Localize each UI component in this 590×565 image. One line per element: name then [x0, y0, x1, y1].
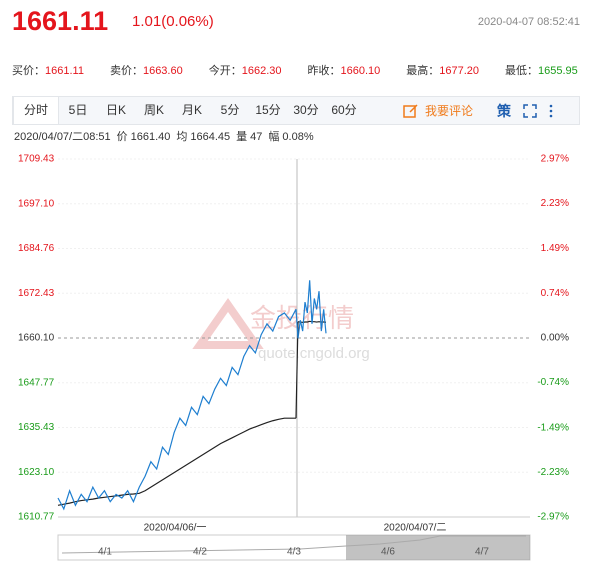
quote-value: 1677.20	[439, 65, 480, 77]
info-item: 0.08%	[282, 131, 314, 143]
y-tick-label: 1709.43	[18, 154, 55, 165]
average-line	[57, 417, 296, 506]
change: 1.01(0.06%)	[132, 13, 214, 30]
y2-tick-label: -1.49%	[537, 422, 569, 433]
quotes: 买价：1661.11 卖价：1663.60 今开：1662.30 昨收：1660.10…	[12, 62, 578, 78]
y2-tick-label: 2.97%	[541, 154, 569, 165]
info-item: 幅	[268, 131, 280, 143]
quote-label: 最低：	[505, 65, 539, 77]
session-label: 2020/04/07/二	[384, 523, 447, 534]
y-tick-label: 1660.10	[18, 333, 55, 344]
info-item: 2020/04/07/二08:51	[14, 131, 111, 143]
navigator-label: 4/6	[381, 547, 395, 558]
price-line	[57, 309, 297, 511]
tab[interactable]: 15分	[255, 103, 281, 117]
y-tick-label: 1635.43	[18, 422, 55, 433]
quote-label: 最高：	[406, 65, 440, 77]
tab[interactable]: 30分	[293, 103, 319, 117]
y-tick-label: 1684.76	[18, 243, 55, 254]
tab[interactable]: 分时	[13, 97, 59, 124]
y-tick-label: 1672.43	[18, 288, 55, 299]
info-item: 1661.40	[130, 131, 171, 143]
comment-button[interactable]: 我要评论	[403, 102, 473, 119]
strategy-button[interactable]: 策	[497, 102, 512, 119]
navigator-line	[61, 535, 526, 554]
tab[interactable]: 5日	[68, 103, 88, 117]
quote-value: 1662.30	[241, 65, 282, 77]
quote: 昨收：1660.10	[307, 62, 380, 78]
y2-tick-label: 0.00%	[541, 333, 569, 344]
quote-label: 买价：	[12, 65, 45, 77]
y-tick-label: 1697.10	[18, 198, 55, 209]
tab-bar: 分时 5日 日K 周K 月K 5分 15分 30分 60分 我要评论 策	[12, 96, 580, 125]
watermark: quote.cngold.org	[258, 345, 370, 362]
last-price: 1661.11	[12, 6, 109, 36]
info-line: 2020/04/07/二08:51 价 1661.40 均 1664.45 量 47 幅 0.0…	[14, 128, 320, 144]
toolbar-icons	[523, 103, 553, 118]
navigator-window	[346, 535, 530, 560]
info-item: 47	[250, 131, 263, 143]
quote: 买价：1661.11	[12, 62, 84, 78]
y-tick-label: 1623.10	[18, 467, 55, 478]
quote: 卖价：1663.60	[110, 62, 183, 78]
y2-tick-label: -2.97%	[537, 512, 569, 523]
watermark-logo	[192, 298, 264, 349]
y-tick-label: 1610.77	[18, 512, 55, 523]
info-item: 价	[116, 131, 128, 143]
quote: 今开：1662.30	[209, 62, 282, 78]
y2-tick-label: -0.74%	[537, 377, 569, 388]
navigator-label: 4/2	[193, 547, 207, 558]
y2-tick-label: 2.23%	[541, 198, 569, 209]
tab[interactable]: 60分	[331, 103, 357, 117]
tab[interactable]: 日K	[105, 103, 126, 117]
y2-tick-label: 0.74%	[541, 288, 569, 299]
info-item: 1664.45	[190, 131, 231, 143]
comment-label: 我要评论	[425, 104, 474, 118]
tab[interactable]: 周K	[143, 103, 164, 117]
session-label: 2020/04/06/一	[144, 523, 207, 534]
time: 2020-04-07 08:52:41	[477, 16, 580, 28]
quote-value: 1663.60	[142, 65, 183, 77]
info-item: 均	[176, 131, 188, 143]
more-icon[interactable]	[549, 104, 553, 118]
y2-tick-label: -2.23%	[537, 467, 569, 478]
quote-label: 今开：	[208, 65, 242, 77]
price-connector	[295, 309, 299, 339]
quote: 最高：1677.20	[406, 62, 479, 78]
navigator-label: 4/3	[287, 547, 301, 558]
quote: 最低：1655.95	[505, 62, 578, 78]
quote-label: 卖价：	[109, 65, 143, 77]
quote-label: 昨收：	[307, 65, 341, 77]
tab[interactable]: 月K	[181, 103, 202, 117]
quote-value: 1655.95	[538, 65, 578, 77]
y-tick-label: 1647.77	[18, 377, 55, 388]
quote-value: 1660.10	[340, 65, 381, 77]
fullscreen-icon[interactable]	[523, 103, 537, 118]
navigator-label: 4/1	[98, 547, 112, 558]
price-line	[297, 280, 327, 339]
info-item: 量	[236, 131, 248, 143]
tab[interactable]: 5分	[220, 103, 240, 117]
edit-icon	[403, 103, 418, 118]
y2-tick-label: 1.49%	[541, 243, 569, 254]
quote-value: 1661.11	[45, 65, 84, 77]
navigator-label: 4/7	[475, 547, 489, 558]
